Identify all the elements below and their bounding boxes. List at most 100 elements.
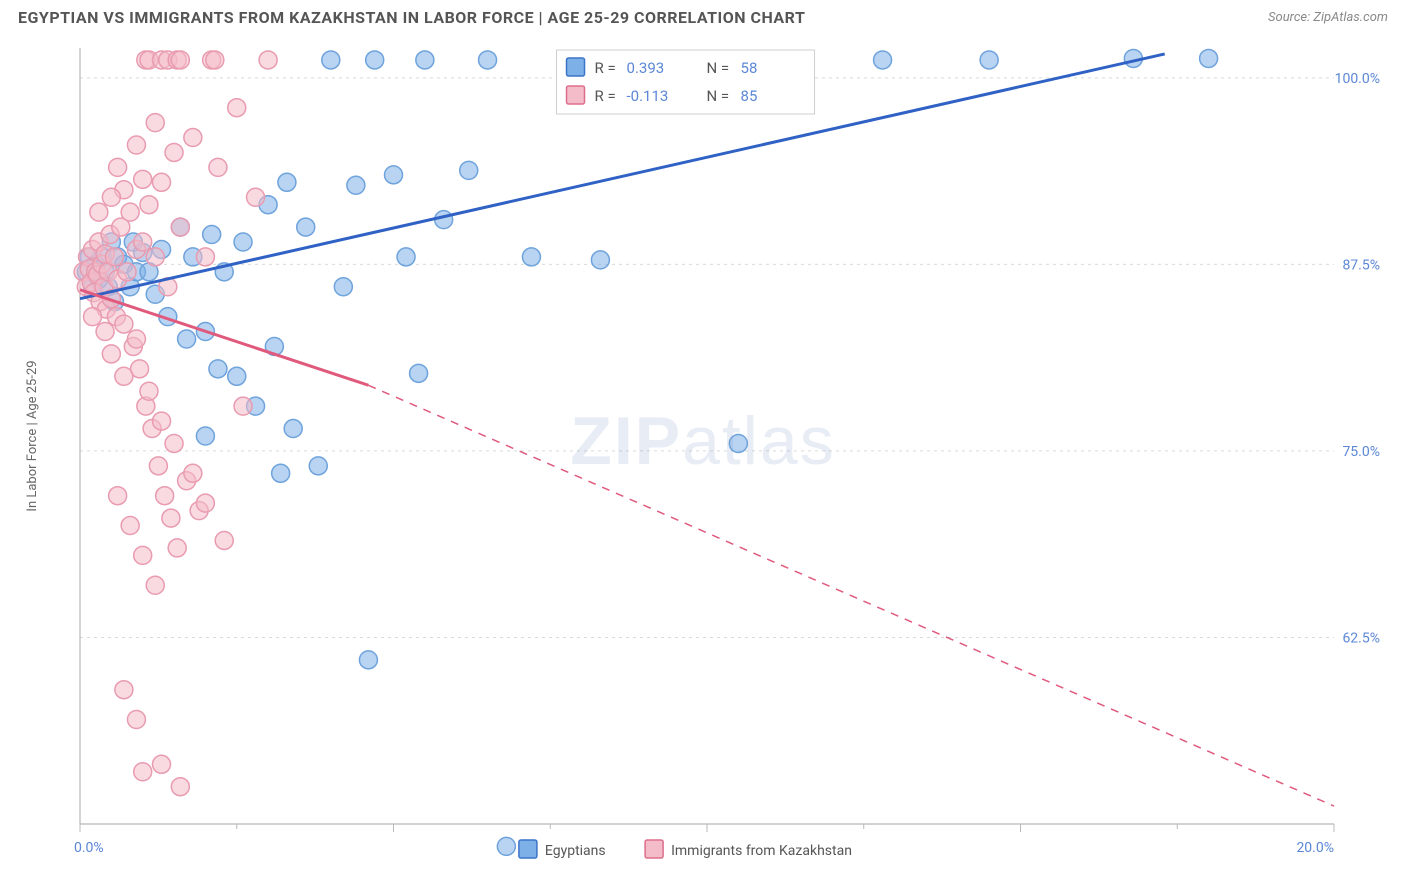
data-point	[105, 248, 123, 266]
data-point	[729, 434, 747, 452]
data-point	[297, 218, 315, 236]
data-point	[209, 360, 227, 378]
data-point	[149, 457, 167, 475]
data-point	[146, 248, 164, 266]
y-tick-label: 62.5%	[1342, 630, 1380, 646]
y-axis-label: In Labor Force | Age 25-29	[25, 360, 40, 511]
x-tick-label: 0.0%	[74, 840, 104, 856]
y-tick-label: 75.0%	[1342, 444, 1380, 460]
data-point	[121, 203, 139, 221]
legend-n-label: N =	[707, 87, 730, 105]
legend-r-label: R =	[595, 59, 616, 77]
data-point	[416, 51, 434, 69]
legend-label: Immigrants from Kazakhstan	[671, 843, 852, 859]
data-point	[109, 487, 127, 505]
data-point	[140, 382, 158, 400]
data-point	[90, 203, 108, 221]
data-point	[591, 251, 609, 269]
data-point	[203, 226, 221, 244]
data-point	[134, 170, 152, 188]
y-tick-label: 100.0%	[1335, 71, 1380, 87]
chart-area: 62.5% 75.0% 87.5% 100.0% 0.0% 20.0% R = 0.393 N …	[18, 42, 1388, 874]
data-point	[980, 51, 998, 69]
data-point	[874, 51, 892, 69]
data-point	[209, 158, 227, 176]
data-point	[102, 345, 120, 363]
data-point	[206, 51, 224, 69]
legend-label: Egyptians	[545, 843, 606, 859]
legend-swatch	[519, 840, 537, 858]
data-point	[410, 364, 428, 382]
data-point	[127, 711, 145, 729]
data-point	[178, 330, 196, 348]
data-point	[460, 161, 478, 179]
data-point	[146, 114, 164, 132]
data-point	[165, 434, 183, 452]
data-point	[171, 778, 189, 796]
legend-swatch	[567, 58, 585, 76]
data-point	[322, 51, 340, 69]
x-tick-label: 20.0%	[1296, 840, 1334, 856]
data-point	[115, 681, 133, 699]
data-point	[134, 546, 152, 564]
data-point	[228, 367, 246, 385]
data-point	[234, 233, 252, 251]
data-point	[171, 218, 189, 236]
data-point	[228, 99, 246, 117]
legend-swatch	[567, 86, 585, 104]
legend-r-value: -0.113	[627, 87, 669, 105]
data-point	[162, 509, 180, 527]
data-point	[134, 763, 152, 781]
data-point	[171, 51, 189, 69]
data-point	[165, 143, 183, 161]
y-tick-label: 87.5%	[1342, 257, 1380, 273]
chart-title: EGYPTIAN VS IMMIGRANTS FROM KAZAKHSTAN I…	[18, 8, 805, 27]
data-point	[168, 539, 186, 557]
legend-swatch	[645, 840, 663, 858]
data-point	[127, 136, 145, 154]
source-credit: Source: ZipAtlas.com	[1268, 10, 1388, 25]
data-point	[347, 176, 365, 194]
data-point	[115, 367, 133, 385]
data-point	[118, 263, 136, 281]
data-point	[121, 517, 139, 535]
data-point	[109, 158, 127, 176]
data-point	[1200, 49, 1218, 67]
data-point	[278, 173, 296, 191]
data-point	[153, 173, 171, 191]
correlation-scatter-chart: 62.5% 75.0% 87.5% 100.0% 0.0% 20.0% R = 0.393 N …	[18, 42, 1388, 874]
legend-n-label: N =	[707, 59, 730, 77]
data-point	[184, 464, 202, 482]
data-point	[84, 308, 102, 326]
data-point	[385, 166, 403, 184]
data-point	[134, 233, 152, 251]
data-point	[184, 129, 202, 147]
data-point	[272, 464, 290, 482]
legend-n-value: 58	[741, 59, 758, 77]
data-point	[153, 755, 171, 773]
data-point	[522, 248, 540, 266]
data-point	[153, 412, 171, 430]
data-point	[140, 196, 158, 214]
data-point	[359, 651, 377, 669]
data-point	[196, 427, 214, 445]
data-point	[102, 188, 120, 206]
data-point	[156, 487, 174, 505]
data-point	[247, 188, 265, 206]
data-point	[115, 315, 133, 333]
data-point	[146, 576, 164, 594]
data-point	[196, 248, 214, 266]
legend-n-value: 85	[741, 87, 758, 105]
data-point	[334, 278, 352, 296]
data-point	[366, 51, 384, 69]
series-immigrants-from-kazakhstan	[74, 51, 277, 796]
data-point	[309, 457, 327, 475]
legend-r-value: 0.393	[627, 59, 665, 77]
trend-line-extrapolated	[368, 385, 1334, 806]
data-point	[196, 494, 214, 512]
data-point	[284, 420, 302, 438]
data-point	[215, 531, 233, 549]
data-point	[497, 837, 515, 855]
data-point	[259, 51, 277, 69]
data-point	[234, 397, 252, 415]
